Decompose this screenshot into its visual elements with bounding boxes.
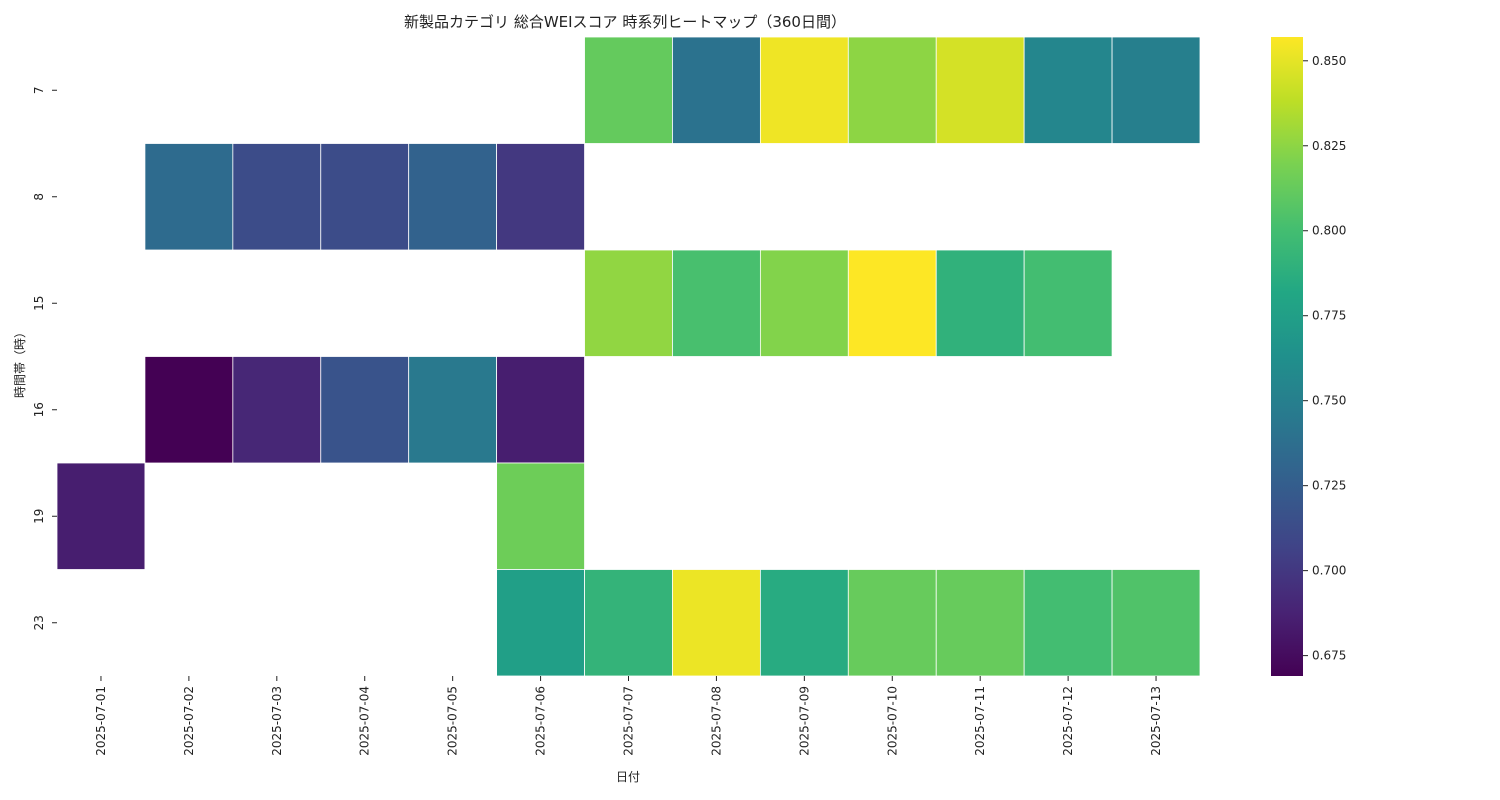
colorbar-tick-label: 0.850 [1312,54,1346,68]
heatmap-cell [935,569,1025,677]
y-tick-label: 16 [32,402,46,417]
x-tick-label: 2025-07-06 [534,686,548,756]
x-tick-label: 2025-07-07 [622,686,636,756]
colorbar-tick-label: 0.775 [1312,309,1346,323]
heatmap-cell [935,249,1025,357]
x-axis: 2025-07-01 2025-07-02 2025-07-03 2025-07-04… [94,676,1163,756]
heatmap-cell [759,36,849,144]
heatmap-cell [672,569,761,677]
heatmap-cells [56,36,1201,677]
colorbar-tick-label: 0.750 [1312,394,1346,408]
heatmap-cell [1023,249,1113,357]
heatmap-cell [847,249,937,357]
colorbar-tick-label: 0.825 [1312,139,1346,153]
colorbar [1271,37,1303,676]
x-tick-label: 2025-07-13 [1149,686,1163,756]
heatmap-cell [232,143,322,251]
x-tick-label: 2025-07-09 [797,686,811,756]
heatmap-cell [1111,569,1201,677]
heatmap-cell [320,143,410,251]
heatmap-cell [144,143,234,251]
heatmap-cell [759,249,849,357]
x-tick-label: 2025-07-03 [270,686,284,756]
heatmap-cell [408,143,498,251]
y-axis: 7 8 15 16 19 23 [32,86,57,630]
y-tick-label: 19 [32,509,46,524]
x-tick-label: 2025-07-01 [94,686,108,756]
y-tick-label: 7 [32,86,46,94]
heatmap-cell [584,569,673,677]
heatmap-cell [496,356,585,464]
heatmap-cell [496,462,585,570]
heatmap-cell [1023,36,1113,144]
heatmap-cell [496,143,585,251]
heatmap-cell [320,356,410,464]
heatmap-cell [1111,36,1201,144]
heatmap-cell [759,569,849,677]
x-tick-label: 2025-07-05 [446,686,460,756]
x-tick-label: 2025-07-08 [709,686,723,756]
colorbar-tick-label: 0.800 [1312,224,1346,238]
heatmap-cell [496,569,585,677]
x-axis-label: 日付 [616,770,640,784]
colorbar-tick-label: 0.675 [1312,649,1346,663]
heatmap-cell [935,36,1025,144]
heatmap-cell [144,356,234,464]
x-tick-label: 2025-07-12 [1061,686,1075,756]
colorbar-ticks: 0.675 0.700 0.725 0.750 0.775 0.800 0.825 0.850 [1303,54,1346,663]
heatmap-cell [232,356,322,464]
chart-title: 新製品カテゴリ 総合WEIスコア 時系列ヒートマップ（360日間） [404,13,846,31]
heatmap-cell [672,249,761,357]
y-axis-label: 時間帯（時） [13,326,27,398]
x-tick-label: 2025-07-04 [358,686,372,756]
heatmap-cell [408,356,498,464]
heatmap-cell [847,569,937,677]
heatmap-cell [1023,569,1113,677]
x-tick-label: 2025-07-11 [973,686,987,756]
heatmap-cell [584,36,673,144]
heatmap-cell [584,249,673,357]
heatmap-cell [672,36,761,144]
y-tick-label: 8 [32,193,46,201]
heatmap-cell [56,462,146,570]
heatmap-cell [847,36,937,144]
colorbar-tick-label: 0.725 [1312,479,1346,493]
y-tick-label: 15 [32,296,46,311]
x-tick-label: 2025-07-10 [885,686,899,756]
x-tick-label: 2025-07-02 [182,686,196,756]
colorbar-tick-label: 0.700 [1312,564,1346,578]
y-tick-label: 23 [32,615,46,630]
